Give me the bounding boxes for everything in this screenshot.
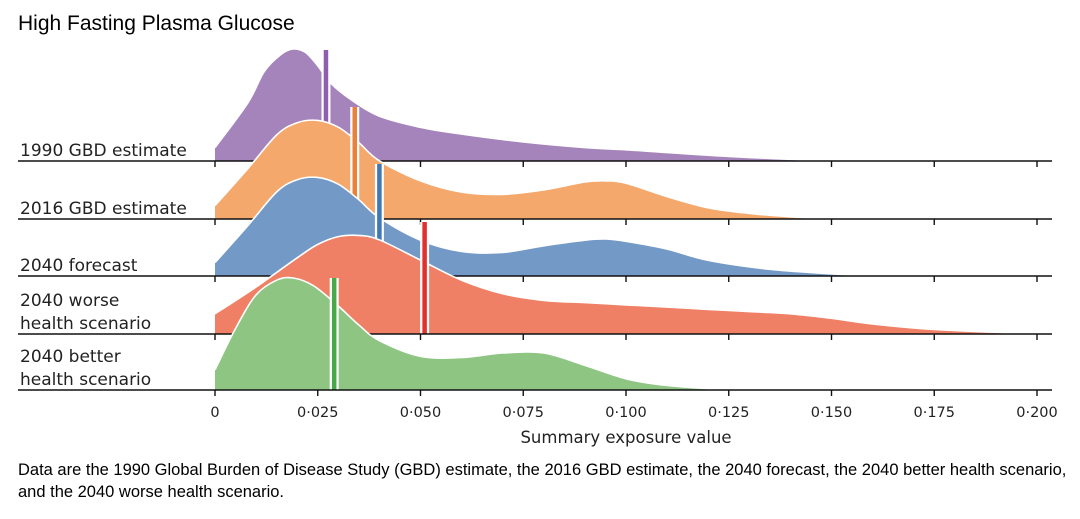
x-tick-label: 0·075	[502, 405, 544, 421]
x-tick-label: 0·100	[605, 405, 647, 421]
ridge-area	[215, 277, 729, 390]
ridge-outline	[214, 276, 729, 391]
series-label: 2016 GBD estimate	[20, 199, 187, 219]
x-tick-label: 0·025	[297, 405, 339, 421]
x-axis: 0 0·025 0·050 0·075 0·100 0·125 0·150 0·175 0·20…	[210, 405, 1057, 447]
ridge-outline	[214, 119, 832, 220]
ridge-outline	[214, 176, 873, 277]
x-tick-label: 0·150	[811, 405, 853, 421]
series-label: 2040 better	[20, 347, 121, 367]
ridge-area	[215, 120, 832, 219]
x-tick-label: 0·200	[1016, 405, 1058, 421]
series-2040-forecast: 2040 forecast	[18, 164, 1052, 282]
series-1990-gbd-estimate: 1990 GBD estimate	[18, 48, 1052, 167]
x-tick-label: 0·175	[913, 405, 955, 421]
ridgeline-chart: 1990 GBD estimate 2016 GBD estimate 2040 f…	[18, 48, 1058, 447]
series-2040-worse-health-scenario: 2040 worse health scenario	[18, 222, 1052, 340]
series-label: 2040 worse	[20, 291, 119, 311]
ridge-area	[215, 48, 832, 161]
series-label: 1990 GBD estimate	[20, 141, 187, 161]
ridge-outline	[214, 48, 832, 162]
series-2040-better-health-scenario: 2040 better health scenario	[18, 276, 1052, 396]
x-tick-label: 0·050	[400, 405, 442, 421]
ridge-outline	[214, 234, 1038, 335]
series-label: health scenario	[20, 314, 151, 334]
x-tick-label: 0	[210, 405, 219, 421]
x-tick-label: 0·125	[708, 405, 750, 421]
x-axis-label: Summary exposure value	[520, 428, 731, 447]
series-2016-gbd-estimate: 2016 GBD estimate	[18, 107, 1052, 225]
figure-caption: Data are the 1990 Global Burden of Disea…	[18, 461, 1067, 501]
series-label: health scenario	[20, 370, 151, 390]
chart-title: High Fasting Plasma Glucose	[18, 12, 295, 35]
series-label: 2040 forecast	[20, 256, 138, 276]
